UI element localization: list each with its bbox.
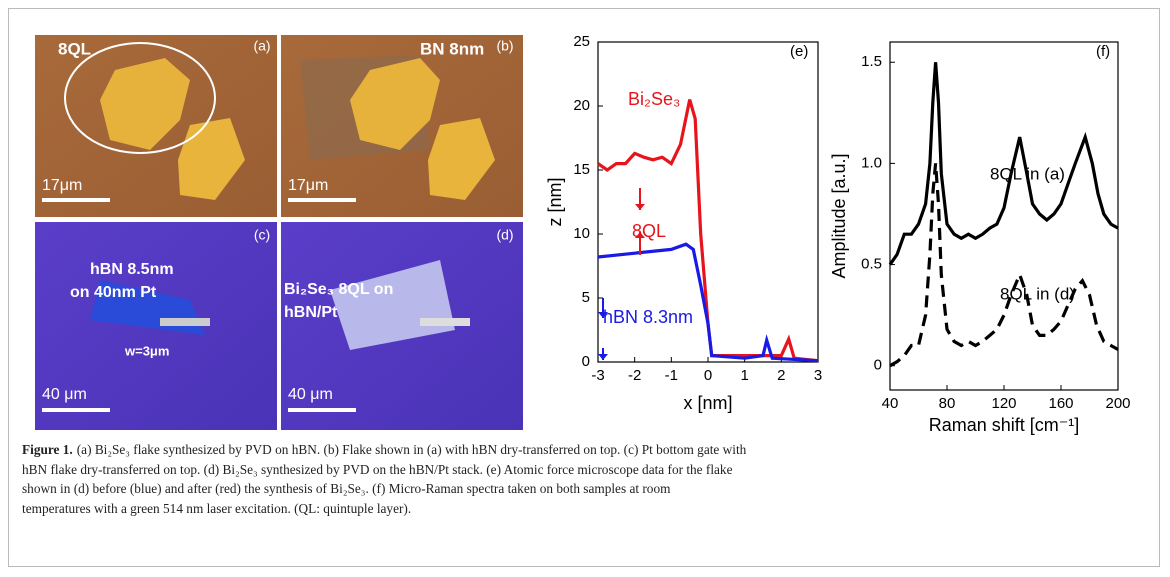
photo-a bbox=[35, 35, 277, 217]
x-tick-label: 2 bbox=[777, 367, 785, 384]
x-tick-label: 1 bbox=[740, 367, 748, 384]
y-axis-label: Amplitude [a.u.] bbox=[829, 153, 849, 278]
panel-tag: (c) bbox=[254, 227, 270, 243]
panel-text: hBN/Pt bbox=[284, 304, 338, 321]
series-line bbox=[889, 163, 1119, 368]
x-tick-label: 80 bbox=[939, 395, 956, 412]
series-label: 8QL in (a) bbox=[990, 164, 1065, 183]
figure-frame bbox=[8, 8, 1160, 567]
series-label: hBN 8.3nm bbox=[603, 307, 693, 327]
y-tick-label: 25 bbox=[573, 33, 590, 50]
caption-line: hBN flake dry-transferred on top. (d) Bi… bbox=[22, 460, 1152, 480]
x-tick-label: 40 bbox=[882, 395, 899, 412]
caption: Figure 1. (a) Bi₂Se₃ flake synthesized by… bbox=[22, 440, 1152, 518]
x-tick-label: -3 bbox=[591, 367, 604, 384]
series-line bbox=[888, 62, 1119, 266]
arrow-head bbox=[598, 312, 608, 318]
panel-text: w=3μm bbox=[124, 343, 169, 358]
caption-line: Figure 1. (a) Bi₂Se₃ flake synthesized by… bbox=[22, 440, 1152, 460]
x-axis-label: x [nm] bbox=[683, 393, 732, 413]
x-tick-label: 160 bbox=[1048, 395, 1073, 412]
series-label: Bi₂Se₃ bbox=[628, 89, 680, 109]
caption-text: (a) Bi₂Se₃ flake synthesized by PVD on h… bbox=[76, 442, 747, 457]
caption-text: temperatures with a green 514 nm laser e… bbox=[22, 500, 412, 516]
panel-text: Bi₂Se₃ 8QL on bbox=[284, 281, 393, 298]
caption-label: Figure 1. bbox=[22, 442, 73, 457]
caption-line: temperatures with a green 514 nm laser e… bbox=[22, 499, 1152, 519]
series-label: 8QL in (d) bbox=[1000, 284, 1075, 303]
x-tick-label: 3 bbox=[814, 367, 822, 384]
x-tick-label: 120 bbox=[991, 395, 1016, 412]
photo-d bbox=[281, 222, 523, 430]
photo-c bbox=[35, 222, 277, 430]
caption-text: shown in (d) before (blue) and after (re… bbox=[22, 481, 671, 496]
arrow-head bbox=[635, 204, 645, 210]
panel-text: on 40nm Pt bbox=[70, 284, 157, 301]
x-tick-label: -2 bbox=[628, 367, 641, 384]
annotation: (f) bbox=[1096, 43, 1110, 60]
y-tick-label: 10 bbox=[573, 225, 590, 242]
caption-line: shown in (d) before (blue) and after (re… bbox=[22, 479, 1152, 499]
panel-text: 8QL bbox=[58, 39, 91, 58]
panel-text: 40 μm bbox=[42, 386, 87, 403]
panel-text: BN 8nm bbox=[420, 39, 484, 58]
y-tick-label: 5 bbox=[582, 289, 590, 306]
y-tick-label: 0 bbox=[582, 353, 590, 370]
panel-text: 40 μm bbox=[288, 386, 333, 403]
x-tick-label: 200 bbox=[1105, 395, 1130, 412]
panel-tag: (d) bbox=[496, 227, 513, 243]
y-tick-label: 1.0 bbox=[861, 154, 882, 171]
arrow-head bbox=[598, 354, 608, 360]
y-tick-label: 1.5 bbox=[861, 53, 882, 70]
y-tick-label: 15 bbox=[573, 161, 590, 178]
y-tick-label: 0 bbox=[874, 357, 882, 374]
series-line bbox=[597, 242, 819, 363]
arrow-head bbox=[635, 232, 645, 238]
y-axis-label: z [nm] bbox=[545, 177, 565, 226]
panel-tag: (a) bbox=[253, 38, 270, 54]
panel-tag: (b) bbox=[496, 38, 513, 54]
x-tick-label: -1 bbox=[665, 367, 678, 384]
plot-frame bbox=[889, 41, 1119, 391]
y-tick-label: 20 bbox=[573, 97, 590, 114]
panel-text: 17μm bbox=[42, 177, 82, 194]
annotation: (e) bbox=[790, 43, 808, 60]
caption-text: hBN flake dry-transferred on top. (d) Bi… bbox=[22, 461, 733, 477]
x-axis-label: Raman shift [cm⁻¹] bbox=[929, 415, 1080, 435]
y-tick-label: 0.5 bbox=[861, 256, 882, 273]
photo-b bbox=[281, 35, 523, 217]
panel-text: hBN 8.5nm bbox=[90, 261, 174, 278]
x-tick-label: 0 bbox=[704, 367, 712, 384]
panel-text: 17μm bbox=[288, 177, 328, 194]
